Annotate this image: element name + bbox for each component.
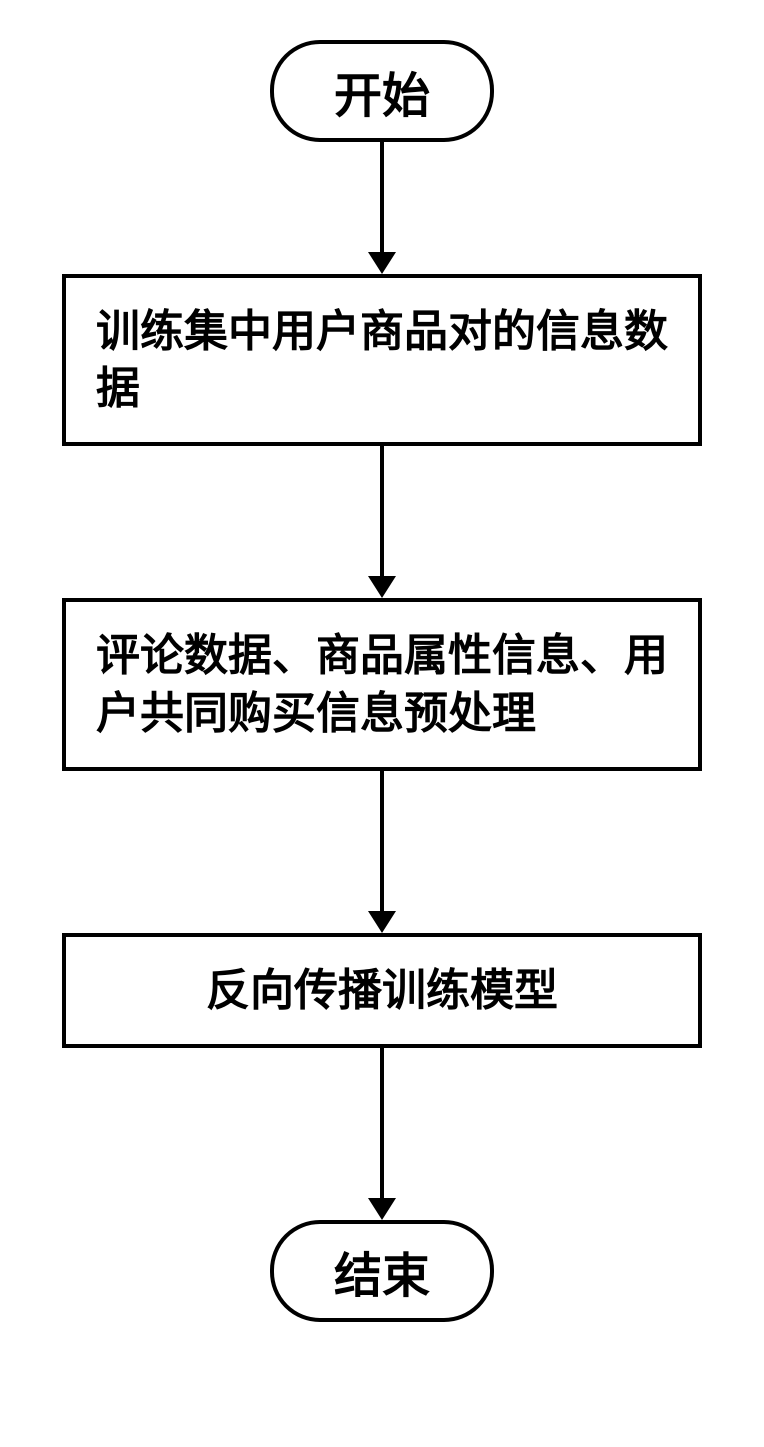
arrow-4	[368, 1048, 396, 1220]
arrow-head	[368, 576, 396, 598]
step2-label: 评论数据、商品属性信息、用户共同购买信息预处理	[96, 631, 668, 737]
arrow-3	[368, 771, 396, 933]
process-step-1: 训练集中用户商品对的信息数据	[62, 274, 702, 446]
step1-label: 训练集中用户商品对的信息数据	[96, 307, 668, 413]
arrow-line	[380, 142, 384, 252]
arrow-head	[368, 252, 396, 274]
start-label: 开始	[334, 70, 430, 123]
arrow-1	[368, 142, 396, 274]
end-node: 结束	[270, 1220, 494, 1322]
arrow-line	[380, 1048, 384, 1198]
arrow-line	[380, 446, 384, 576]
arrow-2	[368, 446, 396, 598]
arrow-head	[368, 1198, 396, 1220]
end-label: 结束	[334, 1250, 430, 1303]
process-step-3: 反向传播训练模型	[62, 933, 702, 1048]
process-step-2: 评论数据、商品属性信息、用户共同购买信息预处理	[62, 598, 702, 770]
flowchart-container: 开始 训练集中用户商品对的信息数据 评论数据、商品属性信息、用户共同购买信息预处…	[32, 40, 732, 1322]
start-node: 开始	[270, 40, 494, 142]
arrow-line	[380, 771, 384, 911]
step3-label: 反向传播训练模型	[206, 966, 558, 1015]
arrow-head	[368, 911, 396, 933]
